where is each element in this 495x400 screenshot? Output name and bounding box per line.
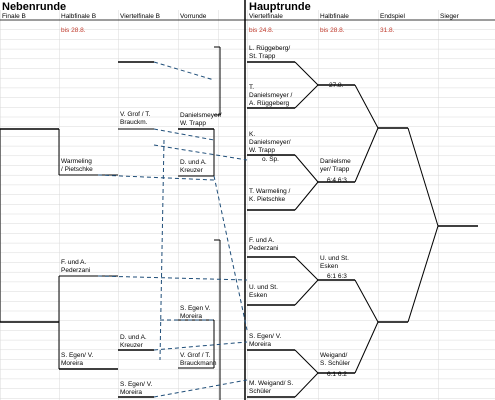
dashed-connector: [153, 128, 215, 141]
team-viertelfinale-b-2: D. und A. Kreuzer: [120, 334, 147, 349]
team-vorrunde-3: S. Egen V. Moreira: [180, 305, 211, 320]
dashed-connectors: [97, 61, 248, 398]
bracket-line-right: [294, 61, 319, 86]
bracket-line-right: [354, 279, 379, 323]
team-halbfinale-3: Weigand/S. Schüler: [320, 352, 350, 367]
bracket-line-right: [294, 84, 319, 109]
bracket-line-right: [294, 154, 319, 183]
col-header-endspiel: Endspiel: [380, 13, 405, 20]
team-viertelfinale-b-3: S. Egen/ V. Moreira: [120, 381, 153, 396]
score-halbfinale-1: 6:4 6:3: [327, 177, 347, 184]
dashed-connector: [153, 379, 248, 398]
col-header-halbfinale-b: Halbfinale B: [61, 13, 97, 20]
team-viertelfinale-b-1: V. Grof / T. Brauckm.: [120, 111, 151, 126]
team-viertelfinale-8: M. Weigand/ S. Schüler: [249, 380, 294, 395]
deadline-endspiel: 31.8.: [380, 27, 395, 34]
dashed-connector: [159, 139, 165, 361]
team-viertelfinale-4: T. Warmeling / K. Pietschke: [249, 188, 291, 203]
col-header-viertelfinale: Viertelfinale: [249, 13, 283, 20]
bracket-line-right: [407, 225, 439, 323]
bracket-line-right: [354, 127, 379, 183]
team-viertelfinale-6: U. und St. Esken: [249, 284, 278, 299]
deadline-halbfinale-b: bis 28.8.: [61, 27, 86, 34]
bracket-line-right: [294, 372, 319, 398]
col-header-halbfinale: Halbfinale: [320, 13, 349, 20]
col-header-finale-b: Finale B: [2, 13, 26, 20]
bracket-line-right: [294, 256, 319, 281]
bracket-line-right: [294, 349, 319, 374]
team-halbfinale-b-1: Warmeling / Pietschke: [61, 158, 93, 173]
dashed-connector: [153, 341, 248, 351]
team-halbfinale-1: Danielsme yer/ Trapp: [320, 158, 351, 173]
deadline-halbfinale: bis 28.8.: [320, 27, 345, 34]
dashed-connector: [213, 175, 248, 331]
bracket-line-right: [354, 321, 379, 374]
team-halbfinale-b-3: S. Egen/ V. Moreira: [61, 352, 94, 367]
team-viertelfinale-5: F. und A. Pederzani: [249, 237, 279, 252]
team-vorrunde-2: D. und A. Kreuzer: [180, 159, 207, 174]
dashed-connector: [153, 144, 248, 161]
spreadsheet-grid: [0, 10, 495, 400]
team-halbfinale-2: U. und St. Esken: [320, 255, 349, 270]
team-viertelfinale-1: L. Rüggeberg/St. Trapp: [249, 45, 291, 60]
deadline-viertelfinale: bis 24.8.: [249, 27, 274, 34]
dashed-connector: [97, 174, 215, 181]
col-header-sieger: Sieger: [440, 13, 459, 20]
bracket-line-right: [407, 127, 439, 227]
col-header-vorrunde: Vorrunde: [180, 13, 207, 20]
dashed-connector: [97, 275, 248, 281]
team-viertelfinale-7: S. Egen/ V. Moreira: [249, 333, 282, 348]
bracket-line-right: [354, 84, 379, 129]
score-halbfinale-2: 6:1 6:3: [327, 273, 347, 280]
bracket-line-right: [294, 181, 319, 211]
col-header-viertelfinale-b: Viertelfinale B: [120, 13, 160, 20]
dashed-connector: [153, 61, 215, 81]
team-halbfinale-b-2: F. und A. Pederzani: [61, 259, 91, 274]
team-viertelfinale-3: K. Danielsmeyer/W. Trapp: [249, 131, 291, 154]
team-vorrunde-1: Danielsmeyer/W. Trapp: [180, 112, 222, 127]
note-ohne-spiel: o. Sp.: [262, 156, 279, 163]
right-section-title: Hauptrunde: [249, 1, 311, 13]
score-halbfinale-3: 6:1 6:2: [327, 371, 347, 378]
note-date-27: 27.8.: [329, 82, 344, 89]
left-section-title: Nebenrunde: [2, 1, 67, 13]
team-viertelfinale-2: T. Danielsmeyer / A. Rüggeberg: [249, 84, 293, 107]
bracket-line-right: [294, 279, 319, 306]
team-vorrunde-4: V. Grof / T. Brauckmann: [180, 352, 217, 367]
